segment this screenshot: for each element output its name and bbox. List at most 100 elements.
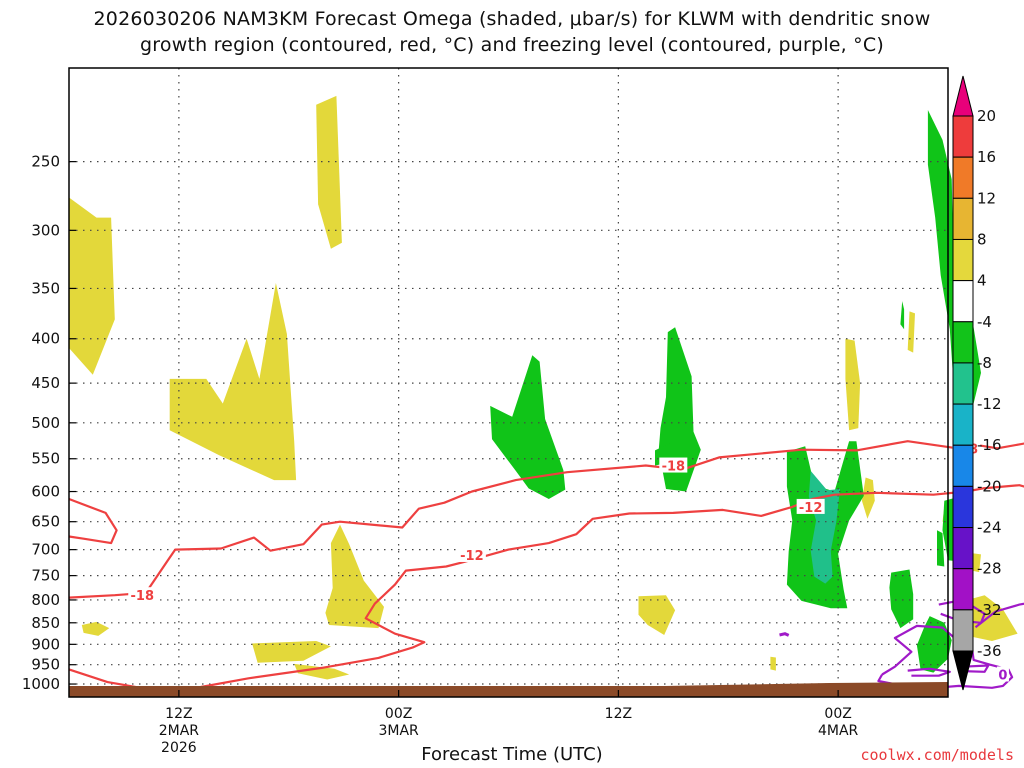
dgz-contour-minus-18-west — [68, 497, 118, 545]
x-tick-label-24-0: 00Z — [385, 706, 412, 722]
colorbar-top-arrow — [952, 75, 974, 117]
y-tick-label-650: 650 — [31, 513, 60, 531]
y-axis-ticks: 250 300 350 400 450 500 550 600 650 700 750 800 850 9… — [22, 153, 76, 693]
omega-area-up-weak-21 — [889, 569, 914, 629]
colorbar-swatch-1 — [952, 156, 974, 199]
y-tick-label-500: 500 — [31, 414, 60, 432]
contour-label-bg-2 — [659, 457, 688, 473]
chart-title-line-2: growth region (contoured, red, °C) and f… — [140, 34, 884, 56]
contour-label-2: -18 — [662, 460, 686, 475]
x-tick-label-24-1: 3MAR — [378, 723, 419, 739]
omega-area-down-weak-7 — [638, 595, 676, 635]
colorbar-legend: 20 16 12 8 4 -4 -8 -12 -16 -20 -24 -28 -32 -36 — [952, 75, 1002, 691]
colorbar-swatch-5 — [952, 321, 974, 364]
colorbar-swatch-9 — [952, 485, 974, 529]
contour-label-bg-3 — [796, 498, 825, 514]
colorbar-swatch-8 — [952, 444, 974, 487]
colorbar-label-1: 16 — [977, 148, 996, 166]
omega-area-down-weak-10 — [861, 477, 875, 519]
colorbar-label-6: -8 — [977, 354, 992, 372]
colorbar-swatch-7 — [952, 403, 974, 446]
omega-area-down-weak-8 — [770, 656, 776, 671]
y-tick-label-250: 250 — [31, 153, 60, 171]
y-tick-label-950: 950 — [31, 656, 60, 674]
omega-area-down-weak-9 — [845, 338, 861, 431]
colorbar-label-4: 4 — [977, 272, 987, 290]
contour-label-bg-5 — [996, 666, 1009, 682]
omega-area-up-weak-23 — [900, 301, 905, 330]
omega-area-down-weak-6 — [81, 621, 110, 636]
y-tick-label-800: 800 — [31, 591, 60, 609]
omega-area-down-weak-3 — [325, 524, 384, 629]
y-tick-label-350: 350 — [31, 279, 60, 297]
colorbar-label-12: -32 — [977, 601, 1002, 619]
freezing-contour-d — [958, 664, 990, 673]
colorbar-bottom-arrow — [952, 650, 974, 691]
x-axis-title: Forecast Time (UTC) — [421, 744, 603, 765]
y-tick-label-850: 850 — [31, 614, 60, 632]
x-tick-label-12-0: 12Z — [165, 706, 192, 722]
contour-label-bg-0 — [128, 587, 157, 603]
colorbar-label-9: -20 — [977, 477, 1002, 495]
colorbar-label-7: -12 — [977, 395, 1002, 413]
y-tick-label-300: 300 — [31, 221, 60, 239]
ground-layer — [69, 682, 948, 697]
colorbar-swatch-10 — [952, 527, 974, 570]
y-tick-label-1000: 1000 — [22, 675, 60, 693]
colorbar-swatch-2 — [952, 197, 974, 240]
colorbar-label-10: -24 — [977, 519, 1002, 537]
colorbar-swatch-11 — [952, 568, 974, 611]
omega-area-down-weak-4 — [252, 641, 331, 663]
dgz-contour-minus-18 — [68, 440, 1024, 599]
plot-frame — [68, 67, 949, 698]
omega-area-up-weak-27 — [916, 616, 952, 673]
contour-label-5: 0 — [998, 668, 1007, 683]
omega-area-down-weak-1 — [169, 283, 297, 481]
x-tick-label-12-2: 2026 — [161, 740, 197, 756]
y-tick-label-400: 400 — [31, 330, 60, 348]
y-tick-label-900: 900 — [31, 635, 60, 653]
omega-area-down-weak-15 — [971, 553, 981, 573]
colorbar-swatch-6 — [952, 362, 974, 405]
colorbar-label-13: -36 — [977, 642, 1002, 660]
omega-shading-layer — [69, 95, 1018, 680]
x-tick-label-36-0: 12Z — [605, 706, 632, 722]
y-tick-label-450: 450 — [31, 374, 60, 392]
y-tick-label-600: 600 — [31, 483, 60, 501]
plot-border — [68, 67, 949, 698]
ground-surface — [69, 682, 948, 697]
source-credit[interactable]: coolwx.com/models — [860, 746, 1014, 764]
omega-area-down-weak-2 — [316, 95, 342, 249]
colorbar-label-5: -4 — [977, 313, 992, 331]
colorbar-label-11: -28 — [977, 560, 1002, 578]
colorbar-label-2: 12 — [977, 189, 996, 207]
x-tick-label-12-1: 2MAR — [159, 723, 200, 739]
y-tick-label-750: 750 — [31, 567, 60, 585]
dgz-contour-minus-12 — [68, 484, 1024, 689]
freezing-contour-f — [974, 602, 1024, 629]
freezing-contour-dot — [779, 632, 790, 637]
omega-area-up-weak-26 — [937, 530, 945, 567]
omega-area-up-weak-16 — [490, 355, 566, 499]
y-tick-label-550: 550 — [31, 450, 60, 468]
colorbar-swatch-0 — [952, 115, 974, 158]
freezing-contour-c — [907, 667, 951, 677]
colorbar-label-8: -16 — [977, 436, 1002, 454]
colorbar-label-0: 20 — [977, 107, 996, 125]
x-tick-label-48-1: 4MAR — [818, 723, 859, 739]
omega-area-down-weak-11 — [907, 311, 915, 353]
omega-area-down-weak-0 — [69, 197, 115, 375]
colorbar-swatch-12 — [952, 609, 974, 652]
colorbar-swatch-4 — [952, 280, 974, 323]
contour-label-0: -18 — [131, 589, 155, 604]
omega-area-down-weak-5 — [294, 663, 350, 680]
colorbar-swatch-3 — [952, 238, 974, 282]
colorbar-label-3: 8 — [977, 230, 987, 248]
contour-label-1: -12 — [460, 549, 484, 564]
y-tick-label-700: 700 — [31, 541, 60, 559]
x-tick-label-48-0: 00Z — [824, 706, 851, 722]
contour-label-3: -12 — [799, 501, 823, 516]
chart-title-line-1: 2026030206 NAM3KM Forecast Omega (shaded… — [93, 8, 931, 30]
